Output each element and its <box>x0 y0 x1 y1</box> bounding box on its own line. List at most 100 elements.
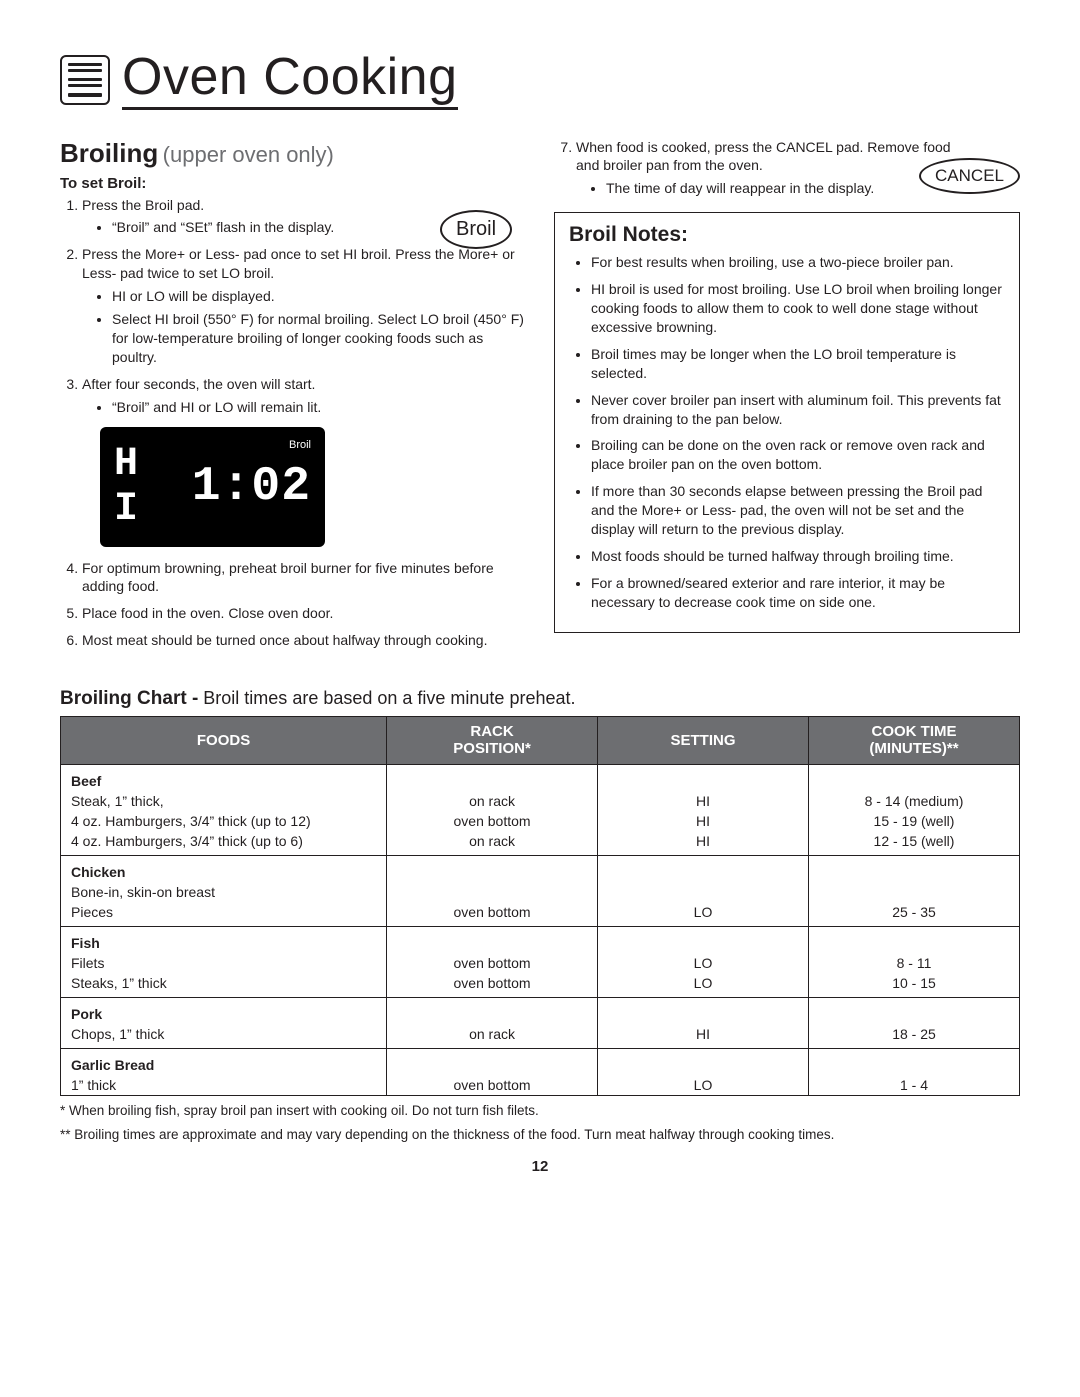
cell-time: 18 - 25 <box>809 1024 1020 1049</box>
table-row: Fish <box>61 926 1020 953</box>
category-label: Fish <box>71 935 100 951</box>
table-row: Filets oven bottom LO 8 - 11 <box>61 953 1020 973</box>
cell-rack: oven bottom <box>387 902 598 927</box>
cell-food: Filets <box>61 953 387 973</box>
note-item: If more than 30 seconds elapse between p… <box>591 482 1005 539</box>
cell-rack: oven bottom <box>387 1075 598 1096</box>
bullet: Select HI broil (550° F) for normal broi… <box>112 310 526 367</box>
note-item: Most foods should be turned halfway thro… <box>591 547 1005 566</box>
steps-list-bottom: For optimum browning, preheat broil burn… <box>60 559 526 651</box>
broiling-title: Broiling <box>60 138 158 168</box>
cell-food: 4 oz. Hamburgers, 3/4” thick (up to 6) <box>61 831 387 856</box>
cell-food: Pieces <box>61 902 387 927</box>
cell-food: 1” thick <box>61 1075 387 1096</box>
cell-time: 15 - 19 (well) <box>809 811 1020 831</box>
step-3: After four seconds, the oven will start.… <box>82 375 526 417</box>
note-item: Broil times may be longer when the LO br… <box>591 345 1005 383</box>
cell-food: Steak, 1” thick, <box>61 791 387 811</box>
table-row: 1” thick oven bottom LO 1 - 4 <box>61 1075 1020 1096</box>
footnote-2: ** Broiling times are approximate and ma… <box>60 1126 1020 1144</box>
note-item: For best results when broiling, use a tw… <box>591 253 1005 272</box>
step-2: Press the More+ or Less- pad once to set… <box>82 245 526 366</box>
cancel-pad-wrap: CANCEL <box>919 158 1020 194</box>
step-text: Press the Broil pad. <box>82 197 204 213</box>
cell-rack: on rack <box>387 791 598 811</box>
oven-icon <box>60 55 110 105</box>
broiling-subtitle: (upper oven only) <box>163 142 334 167</box>
cell-setting: LO <box>598 1075 809 1096</box>
cell-setting: HI <box>598 831 809 856</box>
step-7: When food is cooked, press the CANCEL pa… <box>576 138 954 199</box>
cell-setting: HI <box>598 1024 809 1049</box>
table-row: Pork <box>61 997 1020 1024</box>
chart-heading: Broiling Chart - Broil times are based o… <box>60 688 1020 710</box>
cell-time <box>809 882 1020 902</box>
cancel-pad: CANCEL <box>919 158 1020 194</box>
broiling-heading: Broiling (upper oven only) <box>60 138 526 169</box>
cell-setting: LO <box>598 953 809 973</box>
table-row: Beef <box>61 764 1020 791</box>
note-item: For a browned/seared exterior and rare i… <box>591 574 1005 612</box>
cell-setting: HI <box>598 791 809 811</box>
cell-rack: oven bottom <box>387 953 598 973</box>
table-row: 4 oz. Hamburgers, 3/4” thick (up to 12) … <box>61 811 1020 831</box>
broil-notes-list: For best results when broiling, use a tw… <box>569 253 1005 611</box>
step-text: When food is cooked, press the CANCEL pa… <box>576 139 951 174</box>
chart-title-rest: Broil times are based on a five minute p… <box>203 688 575 708</box>
cell-time: 8 - 14 (medium) <box>809 791 1020 811</box>
step-text: Press the More+ or Less- pad once to set… <box>82 246 515 281</box>
broil-notes-box: Broil Notes: For best results when broil… <box>554 212 1020 632</box>
page-header: Oven Cooking <box>60 50 1020 110</box>
chart-title-bold: Broiling Chart - <box>60 688 198 709</box>
bullet: “Broil” and HI or LO will remain lit. <box>112 398 526 417</box>
note-item: Broiling can be done on the oven rack or… <box>591 436 1005 474</box>
note-item: Never cover broiler pan insert with alum… <box>591 391 1005 429</box>
cell-time: 8 - 11 <box>809 953 1020 973</box>
broil-pad: Broil <box>440 210 512 249</box>
col-foods: FOODS <box>61 717 387 765</box>
step-7-wrap: When food is cooked, press the CANCEL pa… <box>554 138 954 199</box>
broil-notes-title: Broil Notes: <box>569 223 1005 247</box>
cell-rack: on rack <box>387 1024 598 1049</box>
right-column: When food is cooked, press the CANCEL pa… <box>554 138 1020 658</box>
category-label: Garlic Bread <box>71 1057 154 1073</box>
display-label: Broil <box>289 439 311 451</box>
bullet: The time of day will reappear in the dis… <box>606 179 954 198</box>
table-row: Steak, 1” thick, on rack HI 8 - 14 (medi… <box>61 791 1020 811</box>
cell-rack: on rack <box>387 831 598 856</box>
table-row: 4 oz. Hamburgers, 3/4” thick (up to 6) o… <box>61 831 1020 856</box>
cell-time: 1 - 4 <box>809 1075 1020 1096</box>
cell-food: Chops, 1” thick <box>61 1024 387 1049</box>
to-set-broil-label: To set Broil: <box>60 175 526 192</box>
table-header-row: FOODS RACKPOSITION* SETTING COOK TIME(MI… <box>61 717 1020 765</box>
step-text: After four seconds, the oven will start. <box>82 376 315 392</box>
table-row: Bone-in, skin-on breast <box>61 882 1020 902</box>
broil-pad-wrap: Broil <box>440 210 512 249</box>
cell-rack: oven bottom <box>387 811 598 831</box>
content-columns: Broiling (upper oven only) To set Broil:… <box>60 138 1020 658</box>
cell-time: 10 - 15 <box>809 973 1020 998</box>
table-row: Garlic Bread <box>61 1048 1020 1075</box>
bullet: HI or LO will be displayed. <box>112 287 526 306</box>
cell-setting: LO <box>598 973 809 998</box>
oven-display: H I 1:02 Broil <box>100 427 325 547</box>
step-6: Most meat should be turned once about ha… <box>82 631 526 650</box>
note-item: HI broil is used for most broiling. Use … <box>591 280 1005 337</box>
col-rack: RACKPOSITION* <box>387 717 598 765</box>
cell-rack: oven bottom <box>387 973 598 998</box>
cell-setting: HI <box>598 811 809 831</box>
display-time: 1:02 <box>192 460 311 514</box>
footnote-1: * When broiling fish, spray broil pan in… <box>60 1102 1020 1120</box>
display-hi: H I <box>114 442 174 532</box>
page-title: Oven Cooking <box>122 50 458 110</box>
cell-time: 25 - 35 <box>809 902 1020 927</box>
table-row: Chicken <box>61 855 1020 882</box>
table-row: Chops, 1” thick on rack HI 18 - 25 <box>61 1024 1020 1049</box>
step-5: Place food in the oven. Close oven door. <box>82 604 526 623</box>
cell-rack <box>387 882 598 902</box>
table-row: Pieces oven bottom LO 25 - 35 <box>61 902 1020 927</box>
col-setting: SETTING <box>598 717 809 765</box>
table-row: Steaks, 1” thick oven bottom LO 10 - 15 <box>61 973 1020 998</box>
broiling-chart-table: FOODS RACKPOSITION* SETTING COOK TIME(MI… <box>60 716 1020 1096</box>
cell-time: 12 - 15 (well) <box>809 831 1020 856</box>
